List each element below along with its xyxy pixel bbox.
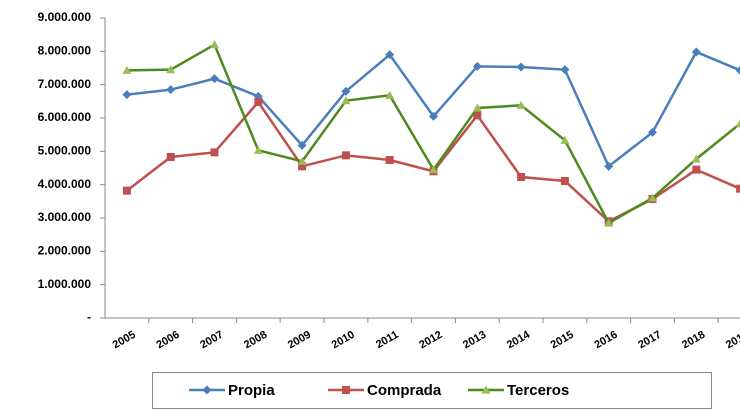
x-tick-label: 2015 [549,329,576,352]
marker [385,50,395,60]
marker [473,111,482,120]
y-tick-label: 9.000.000 [38,10,92,24]
legend-box [152,372,712,409]
marker [560,177,569,185]
marker [341,151,350,160]
marker [385,90,395,99]
marker [736,184,740,193]
marker [202,385,212,395]
marker [210,74,219,84]
y-tick-label: 6.000.000 [38,110,92,124]
x-tick-label: 2008 [242,329,269,352]
marker [210,148,219,157]
marker [429,165,438,174]
marker [516,62,526,72]
y-tick-label: 4.000.000 [38,177,92,191]
marker [341,96,351,105]
x-tick-label: 2014 [505,328,533,351]
marker [516,100,526,109]
marker [481,385,491,394]
marker [472,61,482,71]
marker [385,156,394,164]
x-tick-label: 2005 [111,329,138,352]
series-line [126,42,740,225]
legend-label: Propia [228,382,275,399]
marker [122,65,132,74]
marker [297,156,307,165]
marker [166,85,176,95]
x-tick-label: 2012 [417,329,444,352]
x-tick-label: 2011 [374,329,401,351]
legend-label: Terceros [507,382,569,399]
marker [297,140,307,150]
x-tick-label: 2009 [286,329,313,352]
marker [429,111,438,121]
marker [604,161,614,171]
marker [254,98,263,106]
marker [604,218,614,227]
x-tick-label: 2006 [154,329,181,352]
marker [122,186,131,195]
marker [342,386,350,394]
marker [692,165,701,174]
y-tick-label: - [87,310,91,324]
marker [166,153,175,161]
marker [341,86,351,96]
marker [166,65,176,74]
x-tick-label: 2018 [680,329,707,352]
x-tick-label: 2013 [461,329,488,352]
marker [648,127,657,137]
y-tick-label: 1.000.000 [38,277,92,291]
marker [691,47,701,57]
marker [298,162,307,171]
x-tick-label: 2017 [636,329,663,352]
marker [472,103,482,112]
marker [210,40,219,49]
y-tick-label: 3.000.000 [38,210,92,224]
marker [560,65,570,75]
marker [253,145,263,154]
y-tick-label: 5.000.000 [38,144,92,158]
marker [691,154,701,163]
x-tick-label: 2007 [198,329,225,352]
y-tick-label: 7.000.000 [38,77,92,91]
x-tick-label: 2016 [592,329,619,352]
y-tick-label: 2.000.000 [38,244,92,258]
marker [560,135,570,144]
x-tick-label: 2010 [330,329,357,352]
legend-label: Comprada [367,382,442,399]
marker [122,90,132,100]
marker [517,173,526,181]
x-tick-label: 2019 [724,329,740,352]
marker [735,119,740,128]
marker [735,65,740,75]
y-tick-label: 8.000.000 [38,44,92,58]
marker [648,193,657,202]
